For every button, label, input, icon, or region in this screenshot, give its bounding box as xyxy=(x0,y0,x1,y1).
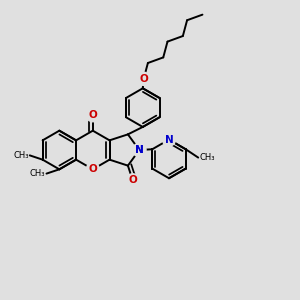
Text: O: O xyxy=(128,175,137,185)
Circle shape xyxy=(133,143,146,157)
Circle shape xyxy=(86,163,99,176)
Text: N: N xyxy=(135,145,144,155)
Text: N: N xyxy=(165,135,173,145)
Circle shape xyxy=(126,174,139,187)
Text: O: O xyxy=(88,164,97,174)
Text: O: O xyxy=(88,110,97,120)
Text: CH₃: CH₃ xyxy=(199,153,214,162)
Circle shape xyxy=(133,143,146,157)
Circle shape xyxy=(137,72,150,85)
Text: O: O xyxy=(139,74,148,84)
Text: CH₃: CH₃ xyxy=(13,151,28,160)
Circle shape xyxy=(86,109,99,122)
Text: N: N xyxy=(135,145,144,155)
Text: CH₃: CH₃ xyxy=(30,169,45,178)
Circle shape xyxy=(163,133,176,146)
